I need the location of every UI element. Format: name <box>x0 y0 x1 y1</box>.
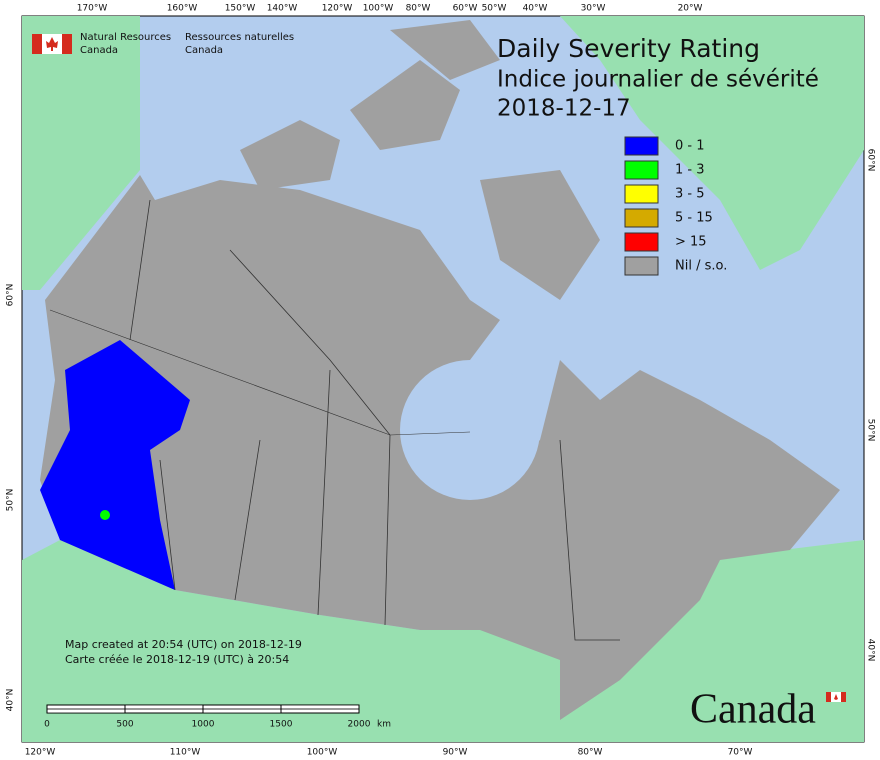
island <box>240 120 340 190</box>
legend-label: Nil / s.o. <box>675 259 727 274</box>
scale-label: 1000 <box>192 720 215 730</box>
legend-label: 5 - 15 <box>675 211 713 226</box>
lon-label: 150°W <box>225 4 256 14</box>
lon-label: 60°W <box>453 4 478 14</box>
legend-swatch <box>624 232 659 252</box>
legend-swatch <box>624 208 659 228</box>
rating-area <box>40 340 190 590</box>
lon-label: 160°W <box>167 4 198 14</box>
agency-en: Canada <box>80 45 118 56</box>
lon-label: 80°W <box>406 4 431 14</box>
scale-label: 2000 <box>348 720 371 730</box>
boundaries <box>49 309 471 436</box>
scale-bar: 0 500 1000 1500 2000 km <box>44 704 391 730</box>
title: 2018-12-17 <box>497 96 631 122</box>
legend-swatch <box>624 256 659 276</box>
legend-label: 3 - 5 <box>675 187 705 202</box>
scale-segment <box>280 704 360 710</box>
legend-swatch <box>624 160 659 180</box>
lon-label: 70°W <box>728 748 753 758</box>
flag <box>32 34 72 54</box>
baffin-island <box>480 170 600 300</box>
lon-label: 90°W <box>443 748 468 758</box>
lat-label: 50°N <box>866 419 876 442</box>
lon-label: 110°W <box>170 748 201 758</box>
alaska <box>22 16 140 290</box>
island <box>350 60 460 150</box>
legend-swatch <box>624 184 659 204</box>
rating-spot <box>100 510 110 520</box>
boundaries <box>129 199 620 641</box>
wordmark: Canada <box>690 687 816 733</box>
lon-label: 140°W <box>267 4 298 14</box>
lat-label: 40°N <box>6 689 16 712</box>
lon-label: 20°W <box>678 4 703 14</box>
lon-label: 100°W <box>307 748 338 758</box>
lon-label: 40°W <box>523 4 548 14</box>
lon-label: 120°W <box>322 4 353 14</box>
scale-label: 0 <box>44 720 50 730</box>
greenland <box>560 16 864 270</box>
lon-label: 120°W <box>25 748 56 758</box>
title: Daily Severity Rating <box>497 34 760 63</box>
legend-label: > 15 <box>675 235 707 250</box>
canada-mainland <box>40 175 840 720</box>
lon-label: 80°W <box>578 748 603 758</box>
lon-label: 30°W <box>581 4 606 14</box>
scale-segment <box>46 708 126 714</box>
note: Carte créée le 2018-12-19 (UTC) à 20:54 <box>65 653 289 666</box>
lat-label: 40°N <box>866 639 876 662</box>
agency-en: Natural Resources <box>80 32 171 43</box>
lat-label: 50°N <box>6 489 16 512</box>
agency-fr: Canada <box>185 45 223 56</box>
scale-label: 500 <box>116 720 133 730</box>
lat-label: 60°N <box>866 149 876 172</box>
scale-unit: km <box>377 720 391 730</box>
lon-label: 100°W <box>363 4 394 14</box>
lat-label: 60°N <box>6 284 16 307</box>
scale-segment <box>124 704 204 710</box>
agency-fr: Ressources naturelles <box>185 32 294 43</box>
lon-label: 50°W <box>482 4 507 14</box>
scale-segment <box>202 708 282 714</box>
note: Map created at 20:54 (UTC) on 2018-12-19 <box>65 638 302 651</box>
island <box>390 20 500 80</box>
legend-label: 0 - 1 <box>675 139 705 154</box>
hudson-bay <box>400 360 540 500</box>
legend-label: 1 - 3 <box>675 163 705 178</box>
lon-label: 170°W <box>77 4 108 14</box>
scale-label: 1500 <box>270 720 293 730</box>
island <box>280 230 360 290</box>
legend-swatch <box>624 136 659 156</box>
legend: 0 - 1 1 - 3 3 - 5 5 - 15 > 15 Nil / s.o. <box>624 136 727 276</box>
wordmark-flag <box>826 692 846 702</box>
title: Indice journalier de sévérité <box>497 67 819 93</box>
